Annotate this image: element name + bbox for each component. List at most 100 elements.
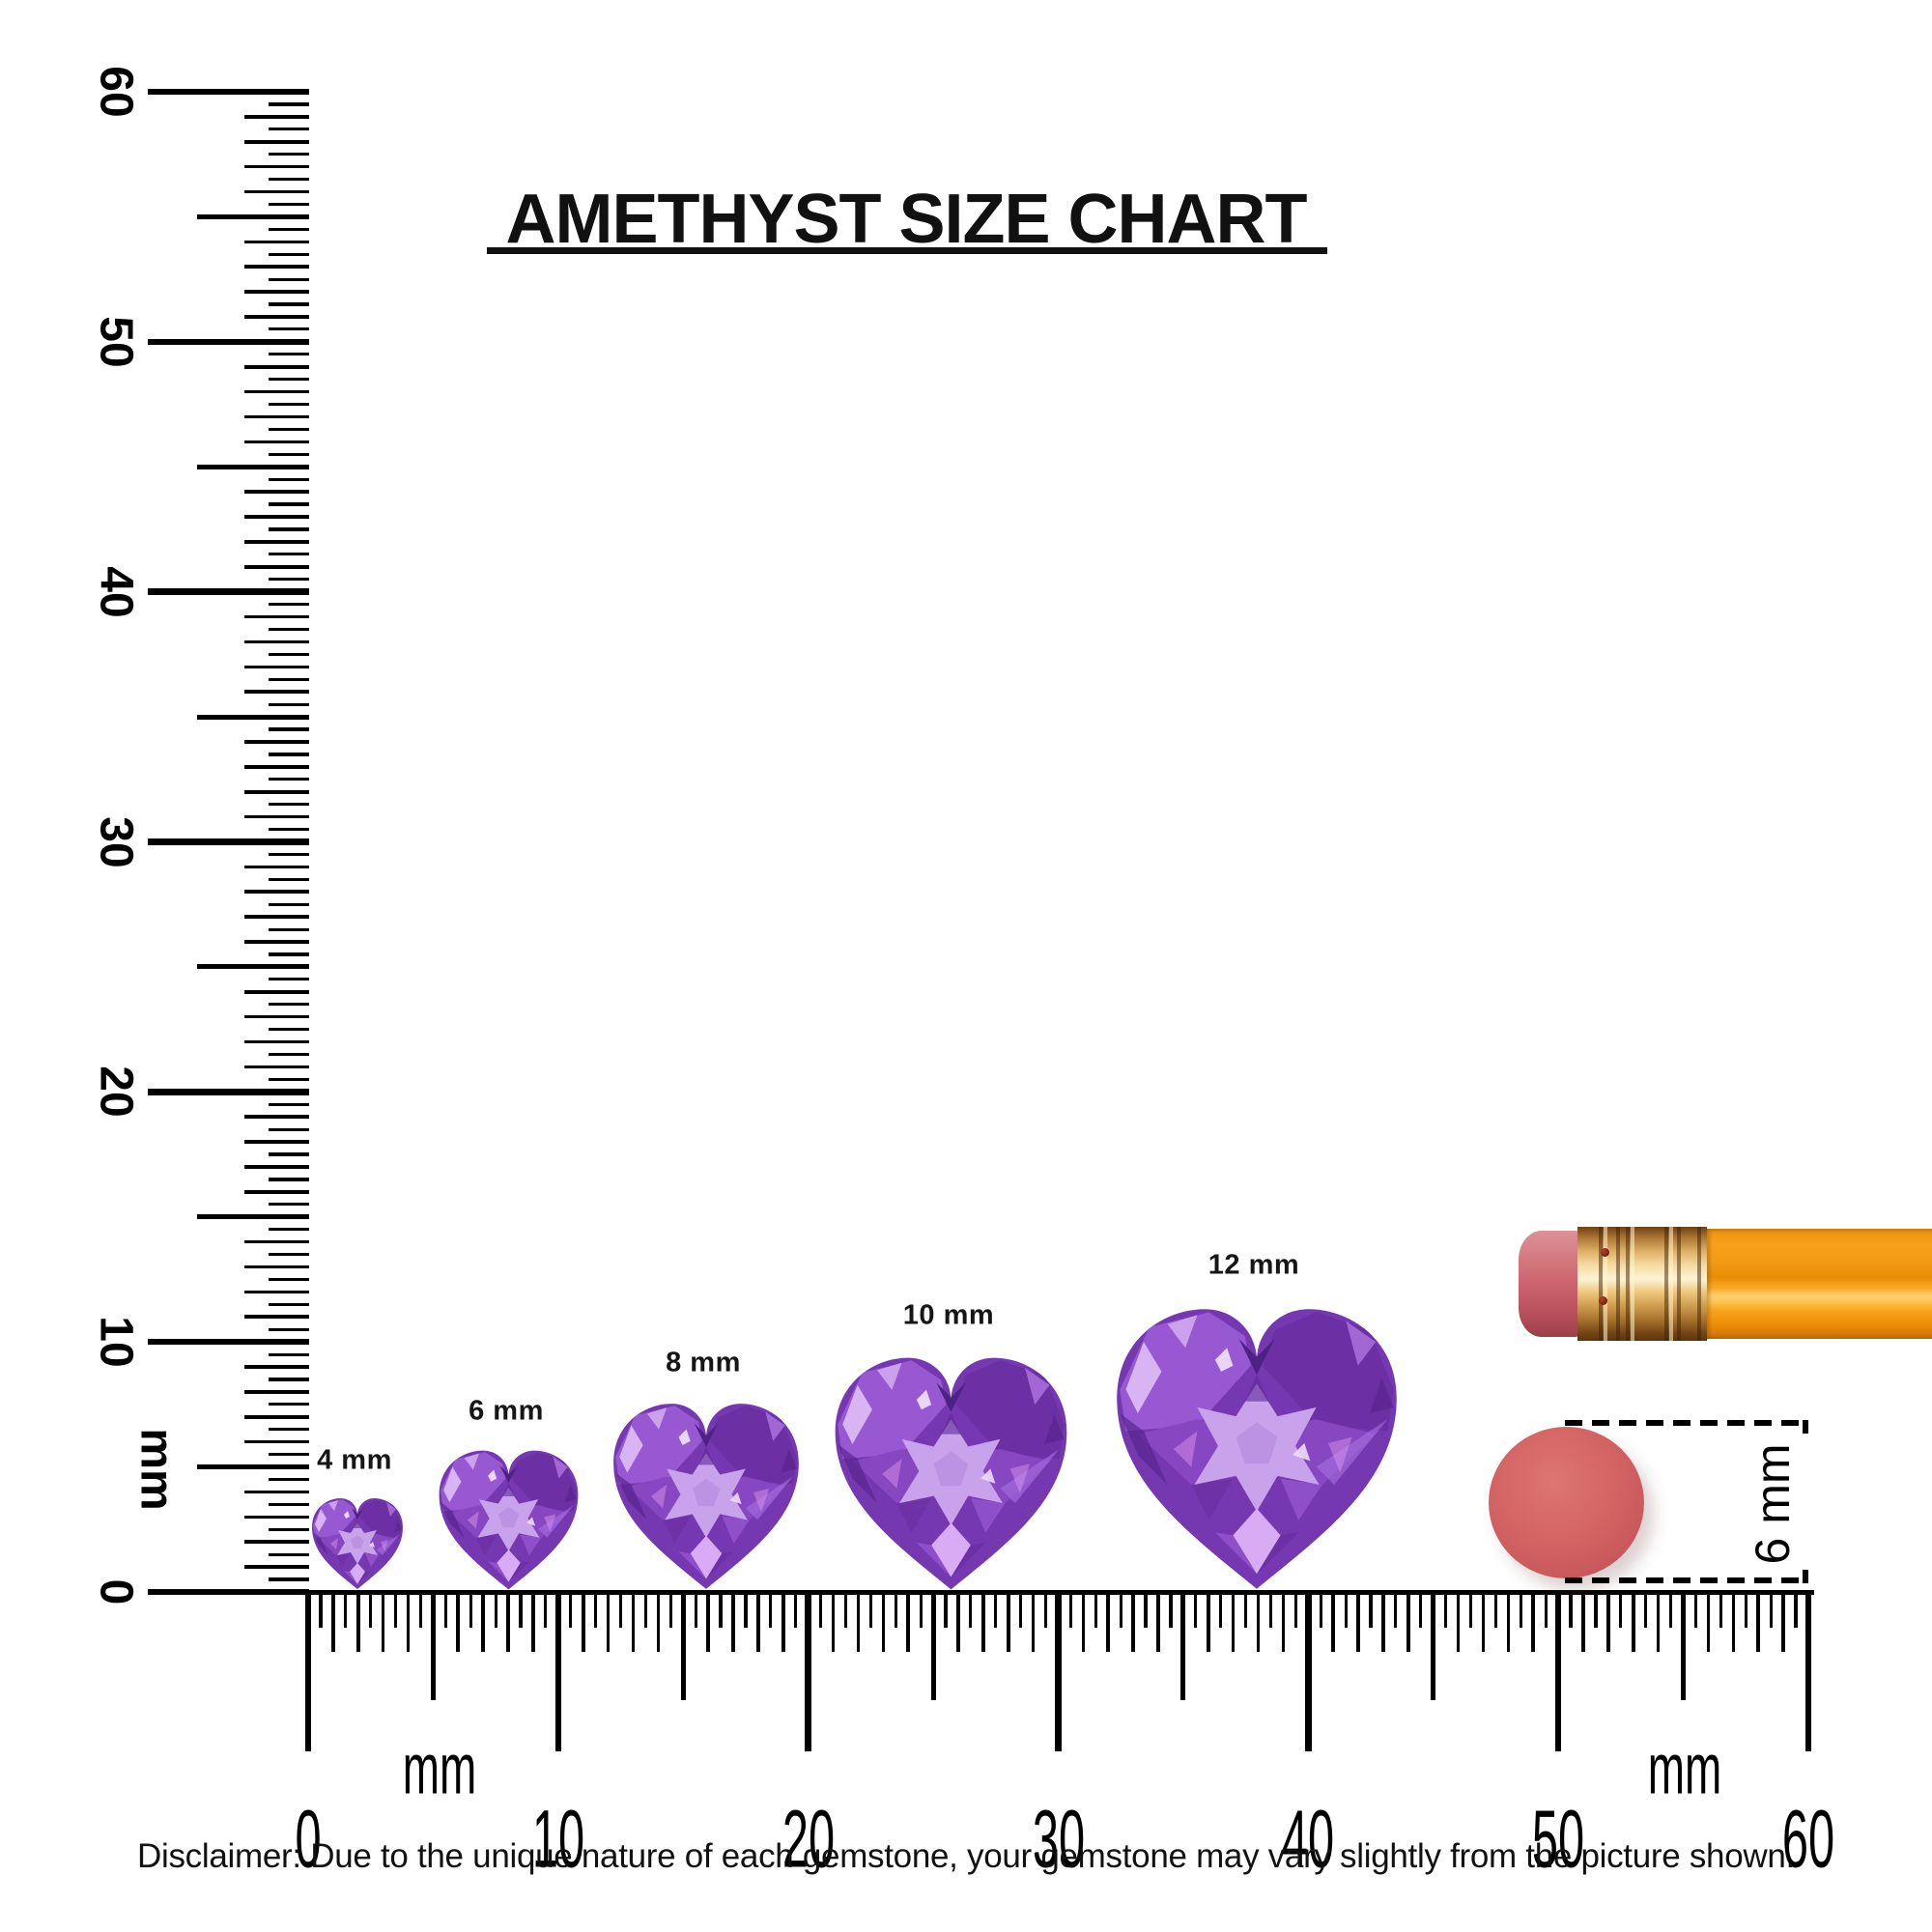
h-ruler-tick	[1144, 1592, 1148, 1628]
v-ruler-tick	[244, 915, 309, 919]
h-ruler-tick	[1693, 1592, 1698, 1628]
v-ruler-tick	[269, 1052, 309, 1057]
h-ruler-tick	[1119, 1592, 1122, 1628]
pencil-ferrule	[1577, 1227, 1707, 1341]
h-ruler-tick	[794, 1592, 798, 1628]
pencil	[1519, 1227, 1932, 1341]
v-ruler-tick	[269, 153, 309, 156]
measure-dash-bottom	[1565, 1577, 1808, 1583]
v-ruler-tick	[269, 1178, 309, 1181]
v-ruler-tick	[244, 765, 309, 769]
h-ruler-tick	[643, 1592, 647, 1628]
v-ruler-tick	[269, 128, 309, 131]
h-ruler-tick	[344, 1592, 348, 1628]
h-ruler-tick	[1381, 1592, 1385, 1652]
v-ruler-tick	[197, 964, 309, 970]
h-ruler-tick	[1169, 1592, 1173, 1628]
h-ruler-tick	[1594, 1592, 1598, 1628]
measure-dash-top	[1565, 1420, 1808, 1426]
v-ruler-tick	[269, 452, 309, 456]
h-ruler-tick	[1719, 1592, 1722, 1628]
v-ruler-tick	[148, 838, 309, 845]
h-ruler-tick	[618, 1592, 623, 1628]
h-ruler-tick	[1194, 1592, 1198, 1628]
v-ruler-tick	[148, 88, 309, 96]
v-ruler-tick	[269, 1327, 309, 1331]
h-ruler-tick	[706, 1592, 710, 1652]
h-ruler-tick	[1331, 1592, 1335, 1652]
h-ruler-tick	[631, 1592, 636, 1652]
v-ruler-tick	[197, 213, 309, 219]
h-ruler-tick	[1244, 1592, 1248, 1628]
v-ruler-tick	[244, 414, 309, 419]
v-ruler-tick	[269, 102, 309, 106]
h-ruler-tick	[1544, 1592, 1548, 1628]
v-ruler-tick	[244, 290, 309, 294]
v-ruler-tick	[244, 990, 309, 994]
v-ruler-tick	[244, 614, 309, 619]
v-ruler-tick	[244, 139, 309, 144]
v-ruler-label-30: 30	[90, 816, 142, 868]
h-ruler-tick	[1231, 1592, 1236, 1652]
v-ruler-tick	[269, 202, 309, 207]
h-ruler-unit-label-left: mm	[402, 1728, 477, 1809]
v-ruler-tick	[269, 677, 309, 681]
h-ruler-tick	[369, 1592, 373, 1628]
v-ruler-tick	[148, 588, 309, 595]
v-ruler-tick	[269, 652, 309, 656]
h-ruler-tick	[1493, 1592, 1498, 1628]
v-ruler-tick	[197, 464, 309, 469]
v-ruler-tick	[269, 553, 309, 556]
measure-dash-end-top	[1803, 1420, 1808, 1434]
h-ruler-tick	[1744, 1592, 1747, 1628]
v-ruler-tick	[244, 690, 309, 694]
v-ruler-tick	[244, 1039, 309, 1044]
h-ruler-tick	[1481, 1592, 1486, 1652]
h-ruler-tick	[1180, 1592, 1186, 1700]
h-ruler-tick	[805, 1592, 811, 1751]
v-ruler-unit-label: mm	[130, 1428, 183, 1511]
v-ruler-tick	[244, 1415, 309, 1419]
v-ruler-tick	[244, 890, 309, 895]
v-ruler-tick	[269, 1102, 309, 1106]
h-ruler-tick	[1769, 1592, 1773, 1628]
v-ruler-tick	[197, 1464, 309, 1470]
h-ruler-label-50: 50	[1531, 1793, 1585, 1885]
v-ruler-tick	[244, 364, 309, 369]
h-ruler-tick	[531, 1592, 535, 1652]
h-ruler-tick	[331, 1592, 335, 1652]
h-ruler-tick	[1706, 1592, 1711, 1652]
h-ruler-tick	[1468, 1592, 1473, 1628]
v-ruler-tick	[269, 252, 309, 256]
h-ruler-tick	[1431, 1592, 1436, 1700]
v-ruler-tick	[148, 1089, 309, 1095]
v-ruler-tick	[269, 1077, 309, 1081]
h-ruler-tick	[1081, 1592, 1086, 1652]
v-ruler-tick	[269, 1252, 309, 1257]
v-ruler-tick	[269, 378, 309, 382]
gem-size-label-6mm: 6 mm	[469, 1395, 544, 1427]
h-ruler-tick	[731, 1592, 735, 1652]
v-ruler-tick	[269, 227, 309, 231]
pencil-body	[1707, 1229, 1932, 1339]
h-ruler-tick	[1656, 1592, 1661, 1652]
h-ruler-tick	[393, 1592, 398, 1628]
v-ruler-tick	[269, 302, 309, 306]
v-ruler-label-40: 40	[90, 566, 142, 618]
amethyst-heart-10mm	[828, 1350, 1074, 1597]
h-ruler-label-20: 20	[781, 1793, 836, 1885]
h-ruler-tick	[1456, 1592, 1461, 1652]
v-ruler-tick	[269, 353, 309, 356]
v-ruler-tick	[244, 490, 309, 494]
h-ruler-unit-label-right: mm	[1647, 1728, 1722, 1809]
v-ruler-tick	[244, 940, 309, 944]
h-ruler-tick	[981, 1592, 985, 1652]
v-ruler-tick	[269, 827, 309, 832]
v-ruler-tick	[269, 1577, 309, 1581]
h-ruler-tick	[469, 1592, 472, 1628]
h-ruler-tick	[581, 1592, 585, 1652]
h-ruler-tick	[719, 1592, 723, 1628]
h-ruler-tick	[519, 1592, 523, 1628]
h-ruler-tick	[1344, 1592, 1348, 1628]
h-ruler-tick	[1019, 1592, 1023, 1628]
